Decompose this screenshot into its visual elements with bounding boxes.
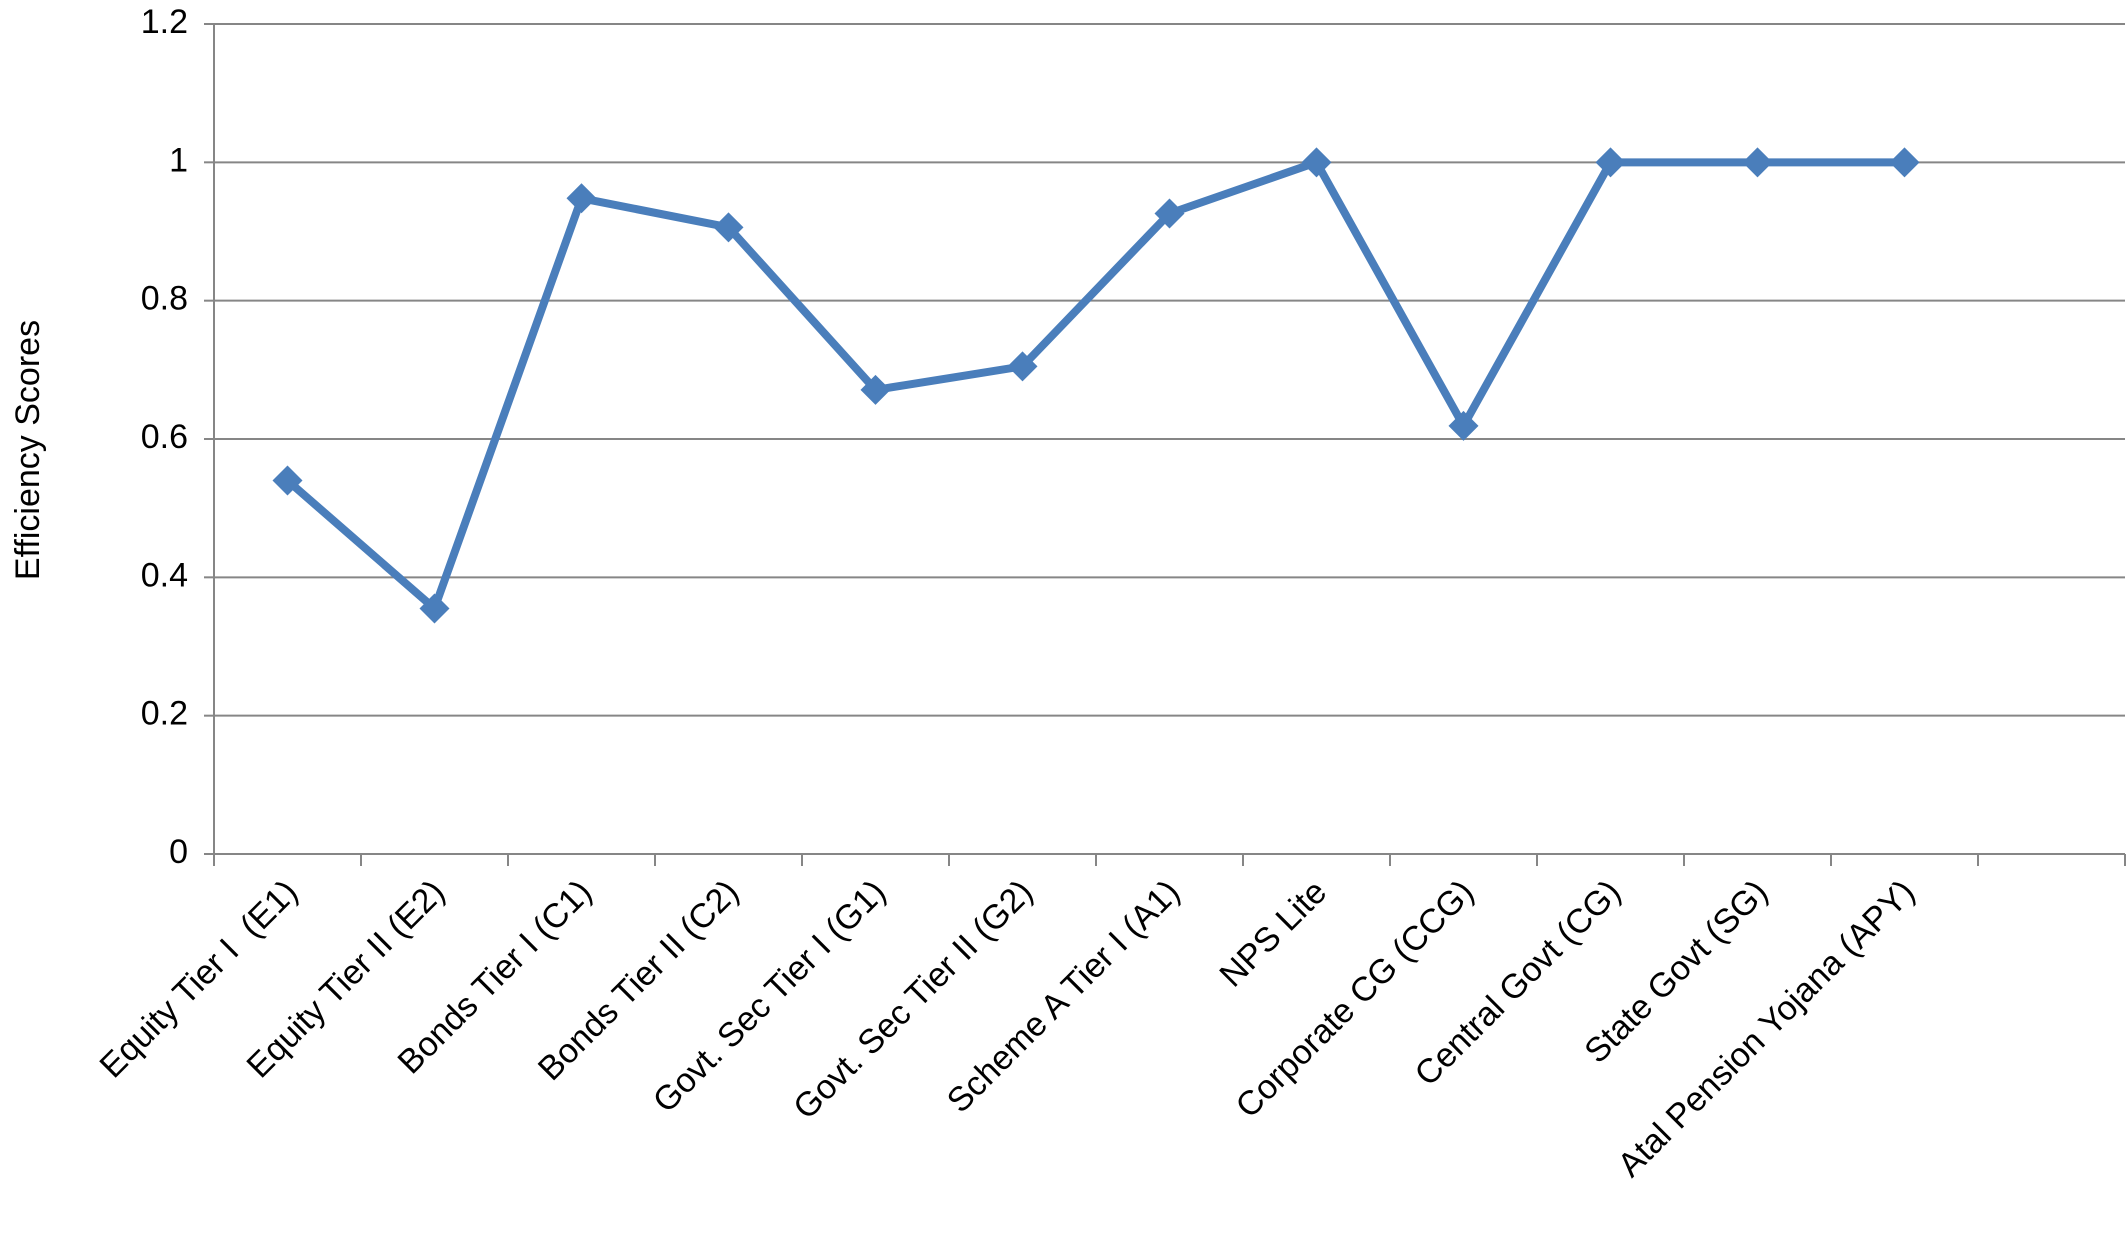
point-marker: [272, 465, 303, 496]
y-tick-label: 1.2: [141, 3, 188, 41]
point-marker: [1742, 147, 1773, 178]
series-line: [284, 158, 1905, 613]
x-tick-label: Corporate CG (CCG): [1229, 873, 1482, 1126]
y-tick-label: 0.4: [141, 556, 188, 594]
x-tick-label: Atal Pension Yojana (APY): [1611, 873, 1923, 1185]
point-marker: [566, 183, 597, 214]
point-marker: [1301, 147, 1332, 178]
y-axis-label: Efficiency Scores: [9, 320, 47, 580]
y-tick-label: 0.8: [141, 280, 188, 318]
point-marker: [419, 593, 450, 624]
x-tick-label: NPS Lite: [1212, 873, 1334, 995]
point-marker: [860, 374, 891, 405]
point-marker: [1007, 351, 1038, 382]
point-marker: [1889, 147, 1920, 178]
point-marker: [1448, 410, 1479, 441]
point-marker: [1595, 147, 1626, 178]
y-tick-label: 0.2: [141, 695, 188, 733]
y-tick-label: 0: [169, 833, 188, 871]
point-marker: [1154, 198, 1185, 229]
y-tick-label: 0.6: [141, 418, 188, 456]
point-marker: [713, 212, 744, 243]
y-tick-label: 1: [169, 141, 188, 179]
x-tick-label: Govt. Sec Tier II (G2): [786, 873, 1040, 1127]
